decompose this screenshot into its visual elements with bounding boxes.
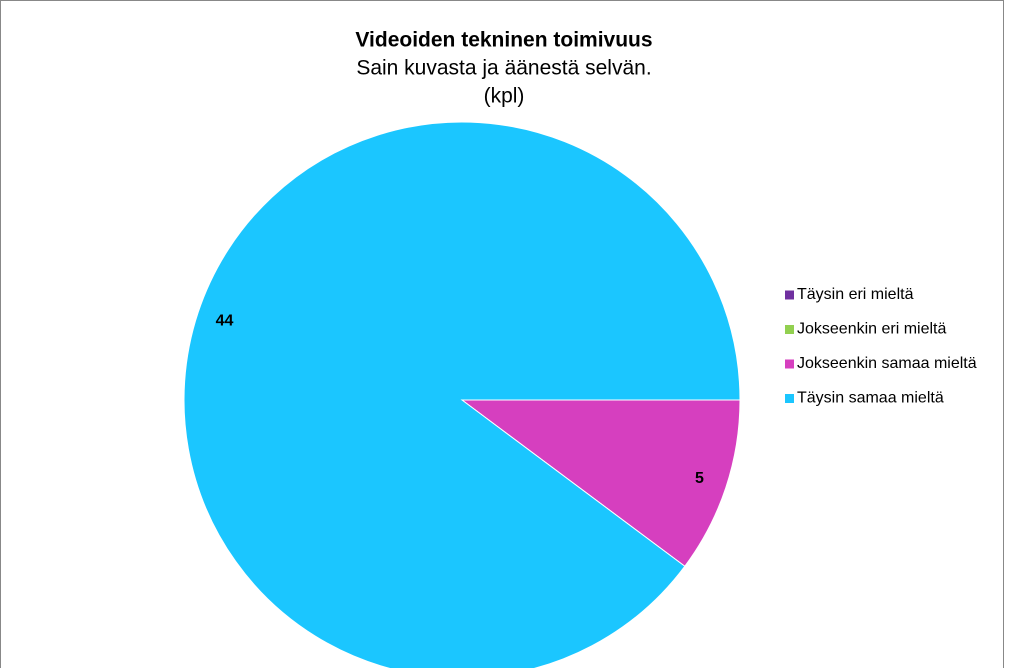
legend-swatch: [785, 359, 794, 369]
legend-label: Täysin samaa mieltä: [797, 390, 944, 407]
legend-label: Jokseenkin eri mieltä: [797, 321, 947, 338]
legend-label: Täysin eri mieltä: [797, 286, 914, 303]
data-label: 44: [216, 312, 234, 329]
pie-slice: [183, 121, 741, 668]
legend-swatch: [785, 290, 794, 300]
chart-subtitle: (kpl): [484, 85, 525, 108]
pie-slice: [460, 399, 741, 567]
chart-subtitle: Sain kuvasta ja äänestä selvän.: [356, 57, 651, 80]
chart-title: Videoiden tekninen toimivuus: [355, 29, 652, 52]
data-label: 5: [695, 470, 704, 487]
legend-swatch: [785, 394, 794, 403]
legend-label: Jokseenkin samaa mieltä: [797, 355, 977, 372]
legend-swatch: [785, 325, 794, 334]
